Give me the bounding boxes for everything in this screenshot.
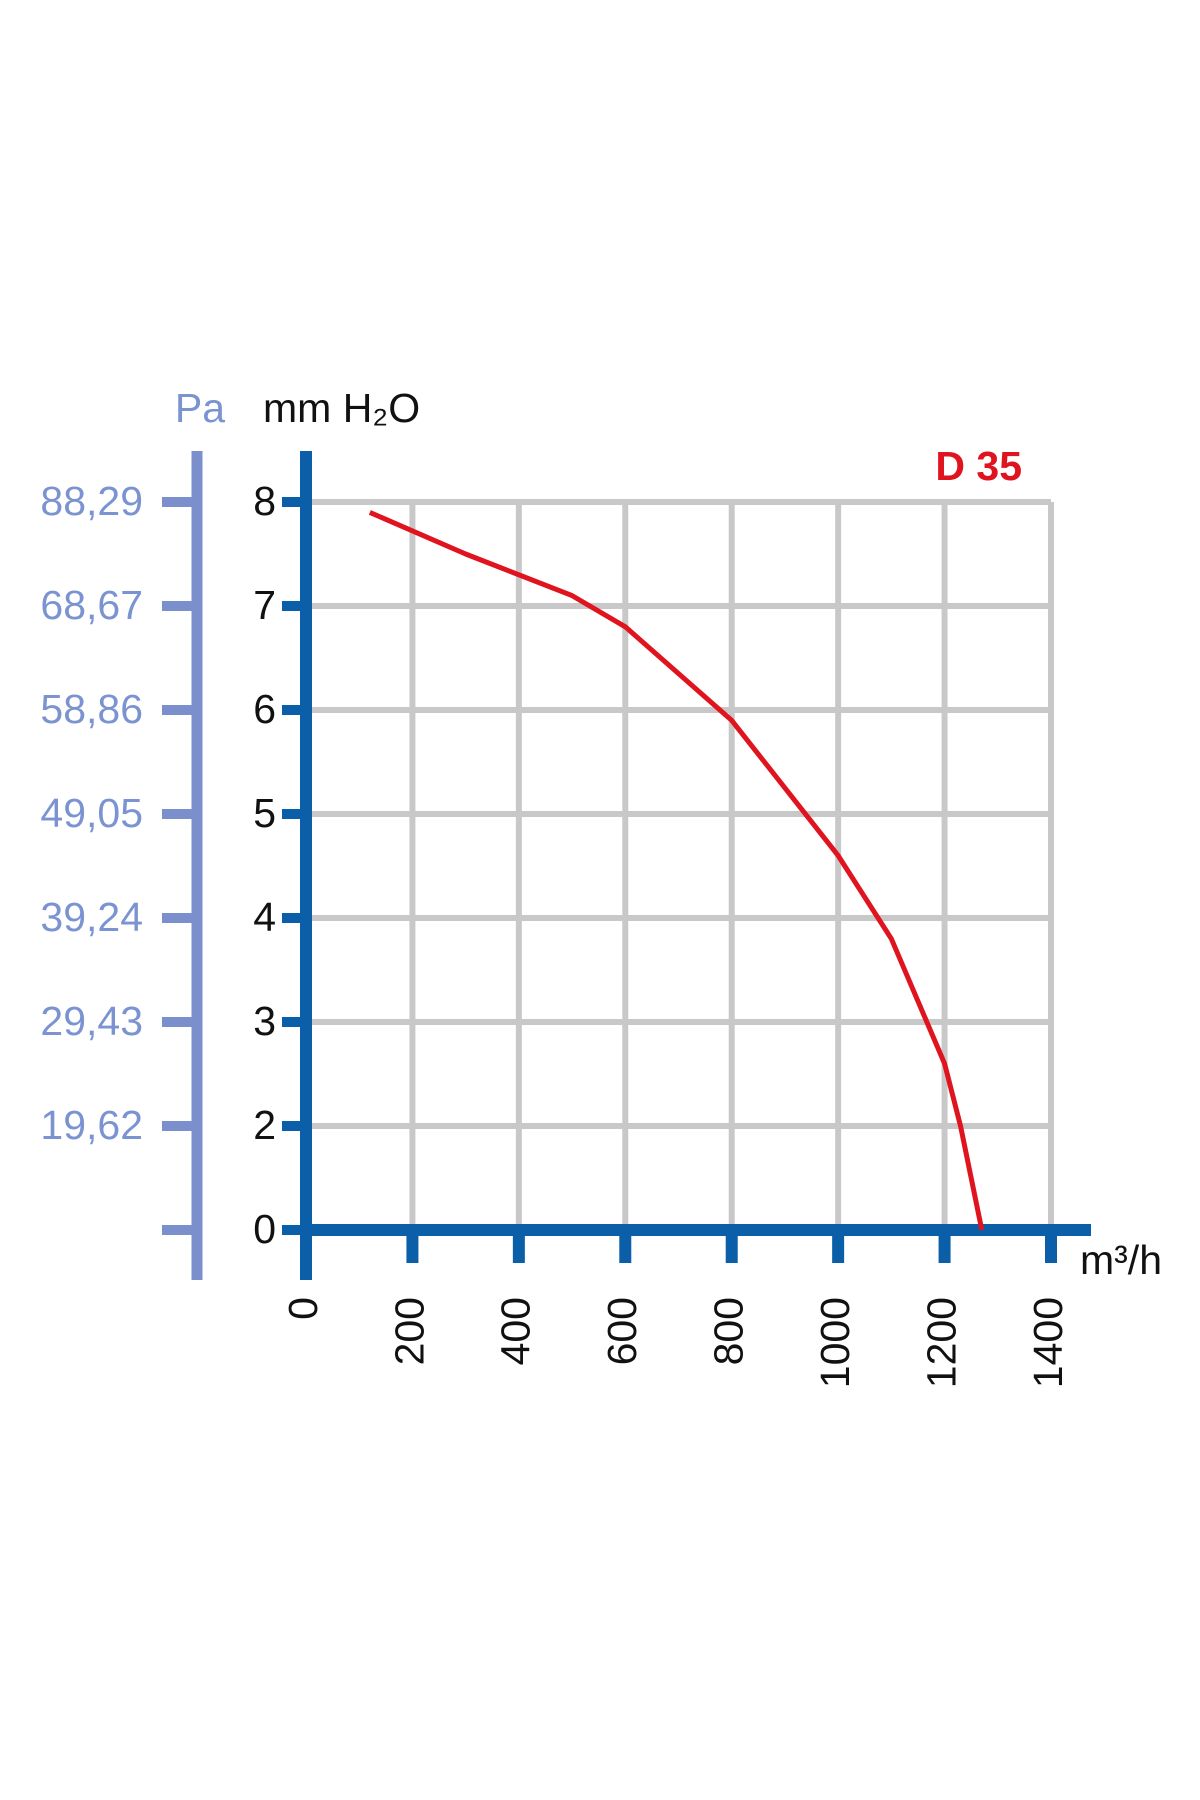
x-tick-label: 200 — [386, 1297, 432, 1365]
x-tick-label: 800 — [706, 1297, 752, 1365]
y2-tick-label: 19,62 — [40, 1102, 143, 1148]
x-tick-label: 1400 — [1025, 1297, 1071, 1388]
y-tick-label: 0 — [253, 1206, 276, 1252]
y-tick-label: 3 — [253, 998, 276, 1044]
chart-title: D 35 — [935, 443, 1022, 489]
y2-tick-label: 39,24 — [40, 894, 143, 940]
x-axis-label: m³/h — [1080, 1237, 1162, 1283]
x-tick-label: 1200 — [918, 1297, 964, 1388]
y2-tick-label: 49,05 — [40, 790, 143, 836]
x-tick-label: 1000 — [812, 1297, 858, 1388]
y-tick-label: 4 — [253, 894, 276, 940]
y2-tick-label: 68,67 — [40, 582, 143, 628]
curve — [368, 510, 985, 1231]
y-axis-label: mm H₂O — [263, 385, 420, 431]
x-tick-label: 0 — [280, 1297, 326, 1320]
x-tick-label: 400 — [493, 1297, 539, 1365]
y-tick-label: 2 — [253, 1102, 276, 1148]
y-tick-label: 6 — [253, 686, 276, 732]
y-tick-label: 8 — [253, 478, 276, 524]
y-tick-label: 5 — [253, 790, 276, 836]
y2-axis-label: Pa — [175, 385, 225, 431]
y-tick-label: 7 — [253, 582, 276, 628]
y2-tick-label: 29,43 — [40, 998, 143, 1044]
y2-tick-label: 58,86 — [40, 686, 143, 732]
x-tick-label: 600 — [599, 1297, 645, 1365]
y2-tick-label: 88,29 — [40, 478, 143, 524]
